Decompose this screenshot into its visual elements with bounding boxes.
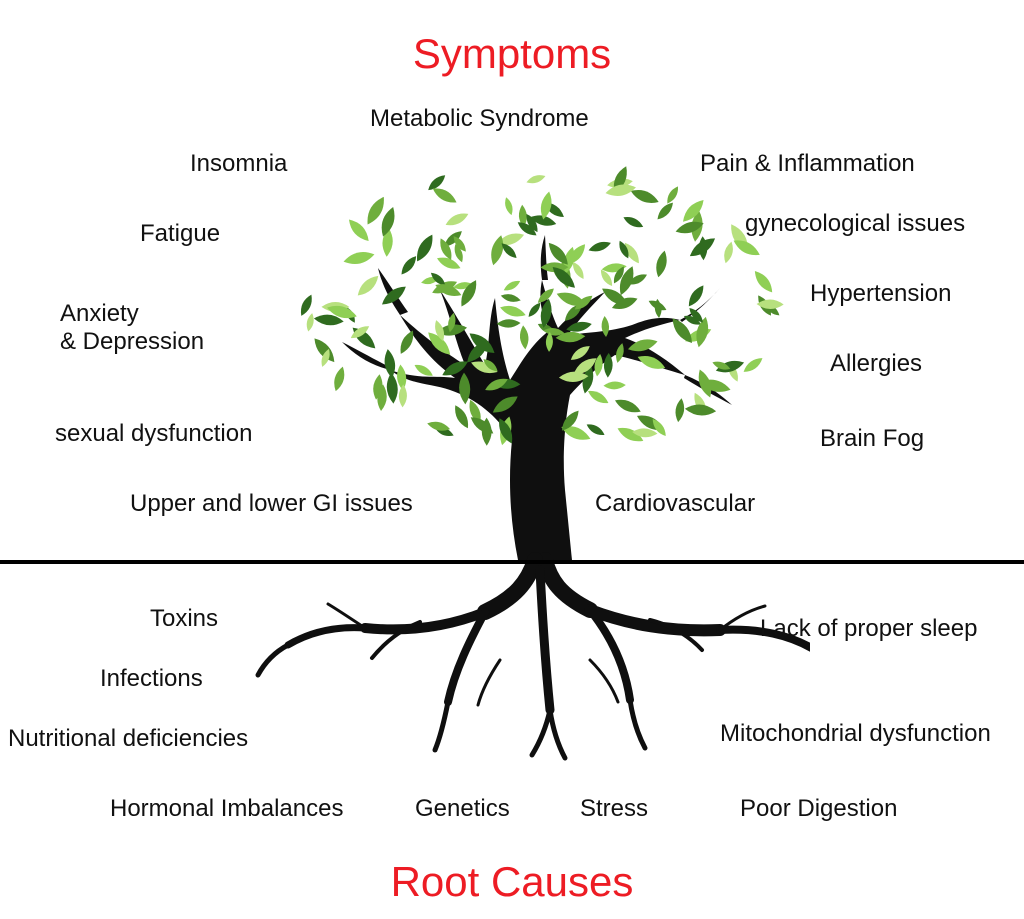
symptom-label-gyn: gynecological issues [745,210,965,238]
symptom-label-fatigue: Fatigue [140,220,220,248]
infographic-stage: Symptoms [0,0,1024,919]
rootcause-label-digest: Poor Digestion [740,795,897,823]
rootcause-label-hormone: Hormonal Imbalances [110,795,343,823]
tree-illustration [250,120,810,780]
rootcause-label-sleep: Lack of proper sleep [760,615,977,643]
title-root-causes: Root Causes [0,858,1024,906]
symptom-label-hypertension: Hypertension [810,280,951,308]
title-symptoms: Symptoms [0,30,1024,78]
symptom-label-sexual: sexual dysfunction [55,420,252,448]
symptom-label-anxiety: Anxiety & Depression [60,300,204,355]
symptom-label-pain: Pain & Inflammation [700,150,915,178]
tree-svg [250,120,810,780]
rootcause-label-mito: Mitochondrial dysfunction [720,720,991,748]
symptom-label-brainfog: Brain Fog [820,425,924,453]
rootcause-label-toxins: Toxins [150,605,218,633]
ground-line [0,560,1024,564]
symptom-label-gi: Upper and lower GI issues [130,490,413,518]
rootcause-label-stress: Stress [580,795,648,823]
symptom-label-metabolic: Metabolic Syndrome [370,105,589,133]
rootcause-label-genetics: Genetics [415,795,510,823]
symptom-label-insomnia: Insomnia [190,150,287,178]
symptom-label-cardio: Cardiovascular [595,490,755,518]
rootcause-label-nutri: Nutritional deficiencies [8,725,248,753]
symptom-label-allergies: Allergies [830,350,922,378]
rootcause-label-infect: Infections [100,665,203,693]
